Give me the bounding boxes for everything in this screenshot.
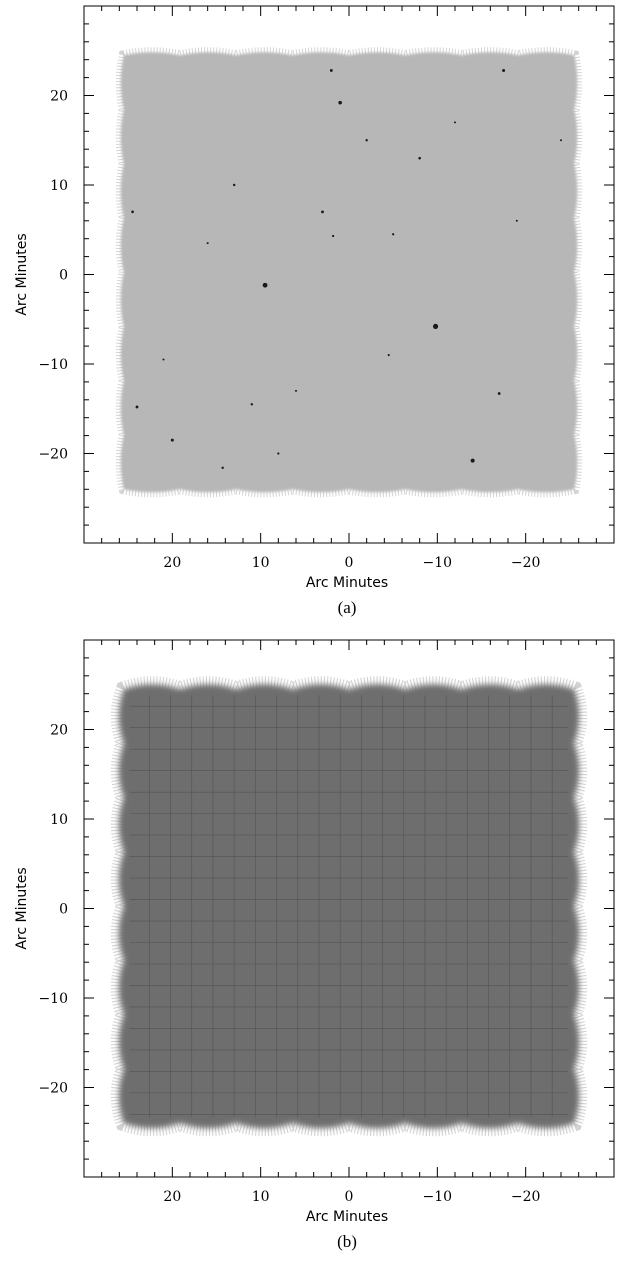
figure-panel-a: 20 10 0 −10 −20 20 10 0 −10 −20 Arc Minutes Arc Min…	[0, 0, 623, 633]
x-tick-label: −20	[511, 1189, 541, 1205]
x-tick-label: 10	[252, 555, 270, 571]
map-fill	[118, 684, 580, 1129]
point-source	[387, 353, 390, 357]
point-source	[135, 405, 139, 409]
figure-panel-b: 20 10 0 −10 −20 20 10 0 −10 −20 Arc Minutes Arc Min…	[0, 634, 623, 1267]
point-source	[170, 438, 174, 442]
x-tick-label: −20	[511, 555, 541, 571]
map-fill	[120, 52, 578, 493]
y-tick-label: −10	[38, 357, 68, 373]
x-tick-label: 20	[163, 1189, 181, 1205]
point-source	[206, 242, 209, 245]
point-source	[329, 69, 333, 72]
y-tick-label: −20	[38, 1081, 68, 1097]
map-image	[115, 47, 583, 498]
point-source	[515, 219, 518, 222]
y-tick-label: 20	[50, 89, 68, 105]
y-tick-label: 10	[50, 178, 68, 194]
coverage-grid	[129, 695, 569, 1118]
point-source	[365, 139, 368, 142]
point-source	[454, 121, 456, 124]
x-tick-label: −10	[423, 1189, 453, 1205]
point-source	[432, 323, 439, 330]
point-source	[338, 100, 342, 105]
plot-b: 20 10 0 −10 −20 20 10 0 −10 −20 Arc Minutes Arc Min…	[14, 639, 615, 1251]
y-tick-label: 0	[59, 902, 68, 918]
point-source	[221, 466, 224, 470]
x-tick-label: 0	[345, 1189, 354, 1205]
x-axis-label: Arc Minutes	[306, 575, 388, 591]
plot-a: 20 10 0 −10 −20 20 10 0 −10 −20 Arc Minutes Arc Min…	[14, 5, 615, 617]
map-image	[110, 676, 588, 1137]
point-source	[470, 458, 475, 463]
y-tick-label: −20	[38, 447, 68, 463]
x-tick-label: 10	[252, 1189, 270, 1205]
x-tick-label: 0	[345, 555, 354, 571]
point-source	[392, 233, 395, 236]
x-axis-label: Arc Minutes	[306, 1209, 388, 1225]
point-source	[232, 183, 236, 187]
y-tick-label: 0	[59, 268, 68, 284]
point-source	[262, 282, 268, 288]
point-source	[295, 389, 297, 392]
point-source	[418, 156, 421, 160]
point-source	[560, 139, 562, 142]
point-source	[497, 392, 501, 395]
point-source	[502, 68, 506, 72]
point-source	[162, 358, 165, 361]
y-tick-label: 20	[50, 723, 68, 739]
panel-caption: (b)	[337, 1232, 357, 1251]
point-source	[321, 210, 324, 214]
x-tick-label: −10	[423, 555, 453, 571]
y-axis-label: Arc Minutes	[14, 233, 30, 315]
point-source	[250, 403, 254, 406]
y-tick-label: −10	[38, 991, 68, 1007]
panel-caption: (a)	[338, 598, 357, 617]
point-source	[277, 452, 280, 455]
point-source	[332, 234, 335, 238]
x-tick-label: 20	[163, 555, 181, 571]
y-tick-label: 10	[50, 812, 68, 828]
y-axis-label: Arc Minutes	[14, 867, 30, 949]
point-source	[131, 210, 134, 214]
